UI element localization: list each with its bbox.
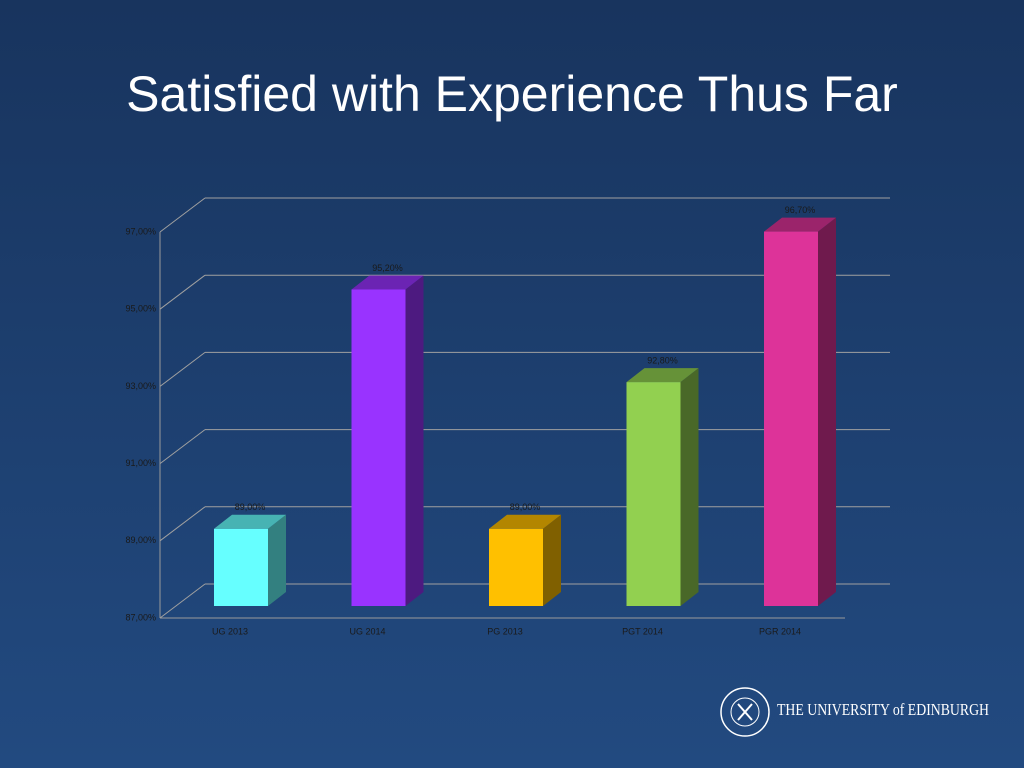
logo-crest [720, 687, 770, 737]
x-tick-label: UG 2013 [212, 626, 248, 636]
value-label: 95,20% [372, 263, 403, 273]
x-tick-label: PGT 2014 [622, 626, 663, 636]
bar-top [214, 514, 286, 529]
grid-line [159, 197, 206, 233]
bar-top [351, 275, 424, 290]
bar-top [489, 514, 561, 529]
value-label: 89,00% [235, 502, 266, 512]
bar-top [626, 368, 699, 383]
grid-line [159, 274, 206, 310]
bar [351, 289, 406, 606]
value-label: 92,80% [647, 355, 678, 365]
bar-top [764, 217, 836, 232]
bar-side [405, 275, 424, 606]
y-tick-label: 93,00% [125, 381, 156, 391]
slide-title: Satisfied with Experience Thus Far [126, 66, 898, 122]
grid-line [159, 429, 206, 464]
grid-line [159, 352, 206, 387]
grid-line [159, 506, 206, 542]
y-tick-label: 87,00% [125, 612, 156, 622]
bar-side [818, 217, 836, 606]
y-tick-label: 89,00% [125, 535, 156, 545]
bar-side [680, 368, 699, 606]
logo-crest-inner [730, 697, 760, 727]
y-tick-label: 91,00% [125, 458, 156, 468]
logo: THE UNIVERSITY of EDINBURGH [720, 687, 989, 737]
bar [764, 231, 818, 606]
logo-saltire [737, 703, 753, 721]
bar [626, 382, 681, 606]
bar-side [543, 514, 561, 606]
y-tick-label: 95,00% [125, 304, 156, 314]
logo-text: THE UNIVERSITY of EDINBURGH [777, 700, 989, 719]
bar-side [268, 514, 286, 606]
x-tick-label: PGR 2014 [759, 626, 801, 636]
value-label: 89,00% [510, 502, 541, 512]
value-label: 96,70% [785, 205, 816, 215]
x-tick-label: PG 2013 [487, 626, 523, 636]
grid-line [159, 583, 206, 619]
bar [489, 528, 543, 606]
bar [214, 528, 268, 606]
x-tick-label: UG 2014 [349, 626, 385, 636]
y-tick-label: 97,00% [125, 226, 156, 236]
